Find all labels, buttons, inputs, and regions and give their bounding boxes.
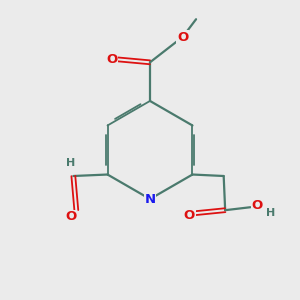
Text: H: H [266,208,275,218]
Text: O: O [106,53,118,66]
Text: O: O [177,31,188,44]
Text: O: O [184,209,195,222]
Text: O: O [251,199,262,212]
Text: O: O [65,210,76,223]
Text: H: H [66,158,75,168]
Text: N: N [144,193,156,206]
